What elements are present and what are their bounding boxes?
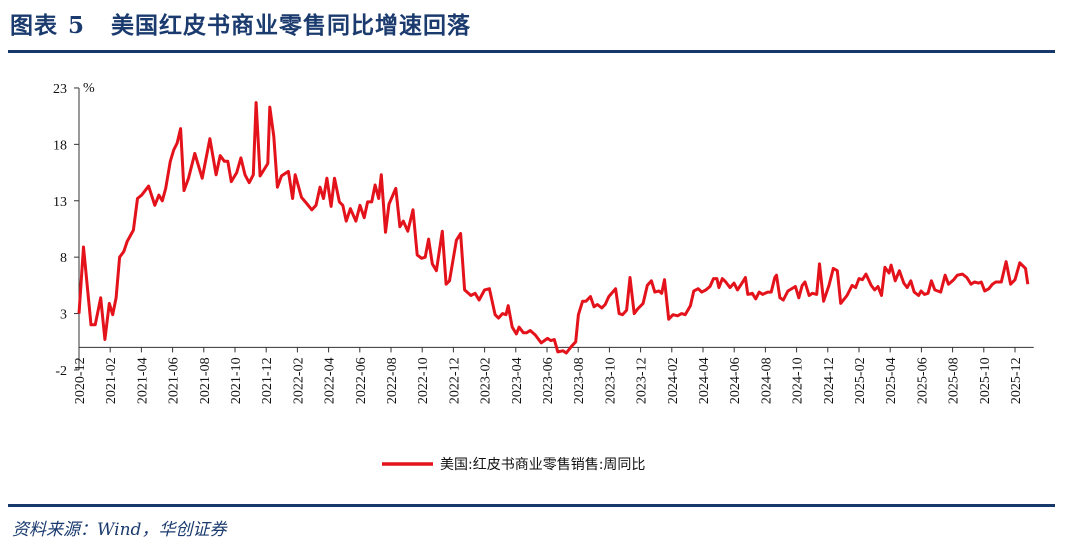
footer-divider	[8, 504, 1055, 507]
x-tick-label: 2021-04	[135, 357, 150, 404]
x-tick-label: 2024-02	[666, 357, 681, 404]
x-tick-label: 2022-06	[354, 357, 369, 404]
y-tick-label: 3	[60, 308, 67, 323]
x-tick-label: 2025-02	[853, 357, 868, 404]
series	[77, 101, 1030, 355]
figure-title-text: 美国红皮书商业零售同比增速回落	[111, 13, 472, 39]
x-tick-label: 2021-08	[198, 357, 213, 404]
y-unit-label: %	[83, 81, 95, 96]
x-tick-label: 2020-12	[73, 357, 88, 404]
series-line	[77, 101, 1030, 355]
x-tick-label: 2023-12	[635, 357, 650, 404]
x-tick-label: 2021-02	[104, 357, 119, 404]
figure-title: 图表 5 美国红皮书商业零售同比增速回落	[10, 6, 471, 40]
title-divider	[8, 50, 1055, 53]
x-tick-label: 2025-12	[1009, 357, 1024, 404]
x-tick-label: 2025-08	[947, 357, 962, 404]
x-tick-label: 2024-10	[791, 357, 806, 404]
x-tick-label: 2022-12	[447, 357, 462, 404]
x-tick-label: 2023-08	[572, 357, 587, 404]
legend-label: 美国:红皮书商业零售销售:周同比	[440, 457, 645, 473]
y-tick-label: 13	[53, 195, 67, 210]
x-tick-label: 2023-06	[541, 357, 556, 404]
y-tick-label: 18	[53, 138, 67, 153]
y-axis: 23 18 13 8 3 -2	[53, 82, 80, 379]
x-tick-label: 2022-02	[291, 357, 306, 404]
legend: 美国:红皮书商业零售销售:周同比	[382, 457, 645, 473]
x-tick-label: 2021-06	[167, 357, 182, 404]
x-axis: 2020-12 2021-02 2021-04 2021-06 2021-08 2021-…	[73, 346, 1034, 404]
x-tick-label: 2022-10	[416, 357, 431, 404]
x-tick-label: 2024-12	[822, 357, 837, 404]
x-tick-label: 2022-08	[385, 357, 400, 404]
y-tick-label: -2	[55, 364, 67, 379]
x-tick-label: 2024-08	[759, 357, 774, 404]
x-tick-label: 2021-12	[260, 357, 275, 404]
figure-label: 图表	[10, 13, 58, 39]
y-tick-label: 23	[53, 82, 67, 97]
x-tick-label: 2021-10	[229, 357, 244, 404]
x-tick-label: 2025-04	[884, 357, 899, 404]
x-tick-label: 2024-06	[728, 357, 743, 404]
source-note: 资料来源：Wind，华创证券	[12, 520, 227, 540]
figure-number: 5	[68, 12, 86, 39]
y-tick-label: 8	[60, 251, 67, 266]
x-tick-label: 2023-04	[510, 357, 525, 404]
x-tick-label: 2025-10	[978, 357, 993, 404]
x-tick-label: 2023-10	[603, 357, 618, 404]
x-tick-label: 2023-02	[479, 357, 494, 404]
x-tick-label: 2022-04	[323, 357, 338, 404]
x-tick-label: 2025-06	[915, 357, 930, 404]
x-tick-label: 2024-04	[697, 357, 712, 404]
